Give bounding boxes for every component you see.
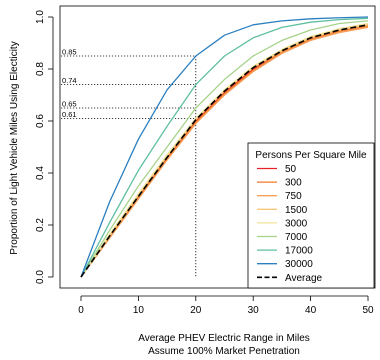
x-tick-label: 20 (190, 305, 202, 316)
y-tick-label: 0.6 (35, 114, 46, 128)
series-line-30000 (80, 16, 369, 278)
reference-lines: 0.85 0.74 0.650.61 (61, 48, 197, 277)
series-lines (80, 16, 369, 278)
legend-label: 7000 (285, 232, 308, 243)
x-axis: 0 10 20 30 40 50 (78, 295, 374, 316)
legend: Persons Per Square Mile 50 300 750 1500 3000… (247, 142, 375, 289)
x-tick-label: 40 (305, 305, 317, 316)
plot-area-frame (59, 5, 376, 289)
series-line-average (80, 24, 369, 278)
y-tick-label: 0.4 (35, 166, 46, 180)
legend-label: 17000 (285, 246, 313, 257)
y-tick-label: 0.0 (35, 270, 46, 284)
series-line-750 (80, 26, 369, 278)
reference-value-label: 0.85 (62, 48, 77, 57)
legend-label: 1500 (285, 205, 308, 216)
legend-label: Average (285, 273, 323, 284)
x-tick-label: 0 (78, 305, 84, 316)
y-axis: 0.0 0.2 0.4 0.6 0.8 1.0 (35, 10, 54, 284)
legend-label: 750 (285, 191, 302, 202)
reference-value-label: 0.65 (62, 100, 77, 109)
legend-title: Persons Per Square Mile (255, 150, 367, 161)
reference-value-label: 0.61 (62, 110, 77, 119)
series-line-17000 (80, 17, 369, 278)
legend-label: 50 (285, 164, 297, 175)
x-axis-title: Average PHEV Electric Range in Miles (138, 333, 310, 344)
y-tick-label: 0.8 (35, 62, 46, 76)
reference-value-label: 0.74 (62, 76, 77, 85)
y-axis-title: Proportion of Light Vehicle Miles Using … (9, 41, 20, 254)
y-tick-label: 1.0 (35, 10, 46, 24)
legend-label: 300 (285, 178, 302, 189)
series-line-3000 (80, 22, 369, 278)
legend-label: 30000 (285, 259, 313, 270)
y-tick-label: 0.2 (35, 218, 46, 232)
x-tick-label: 30 (248, 305, 260, 316)
legend-items: 50 300 750 1500 3000 7000 17000 30000 Average (257, 164, 323, 284)
x-axis-subtitle: Assume 100% Market Penetration (148, 346, 300, 357)
x-tick-label: 10 (133, 305, 145, 316)
x-tick-label: 50 (362, 305, 374, 316)
legend-label: 3000 (285, 218, 308, 229)
series-line-7000 (80, 20, 369, 278)
